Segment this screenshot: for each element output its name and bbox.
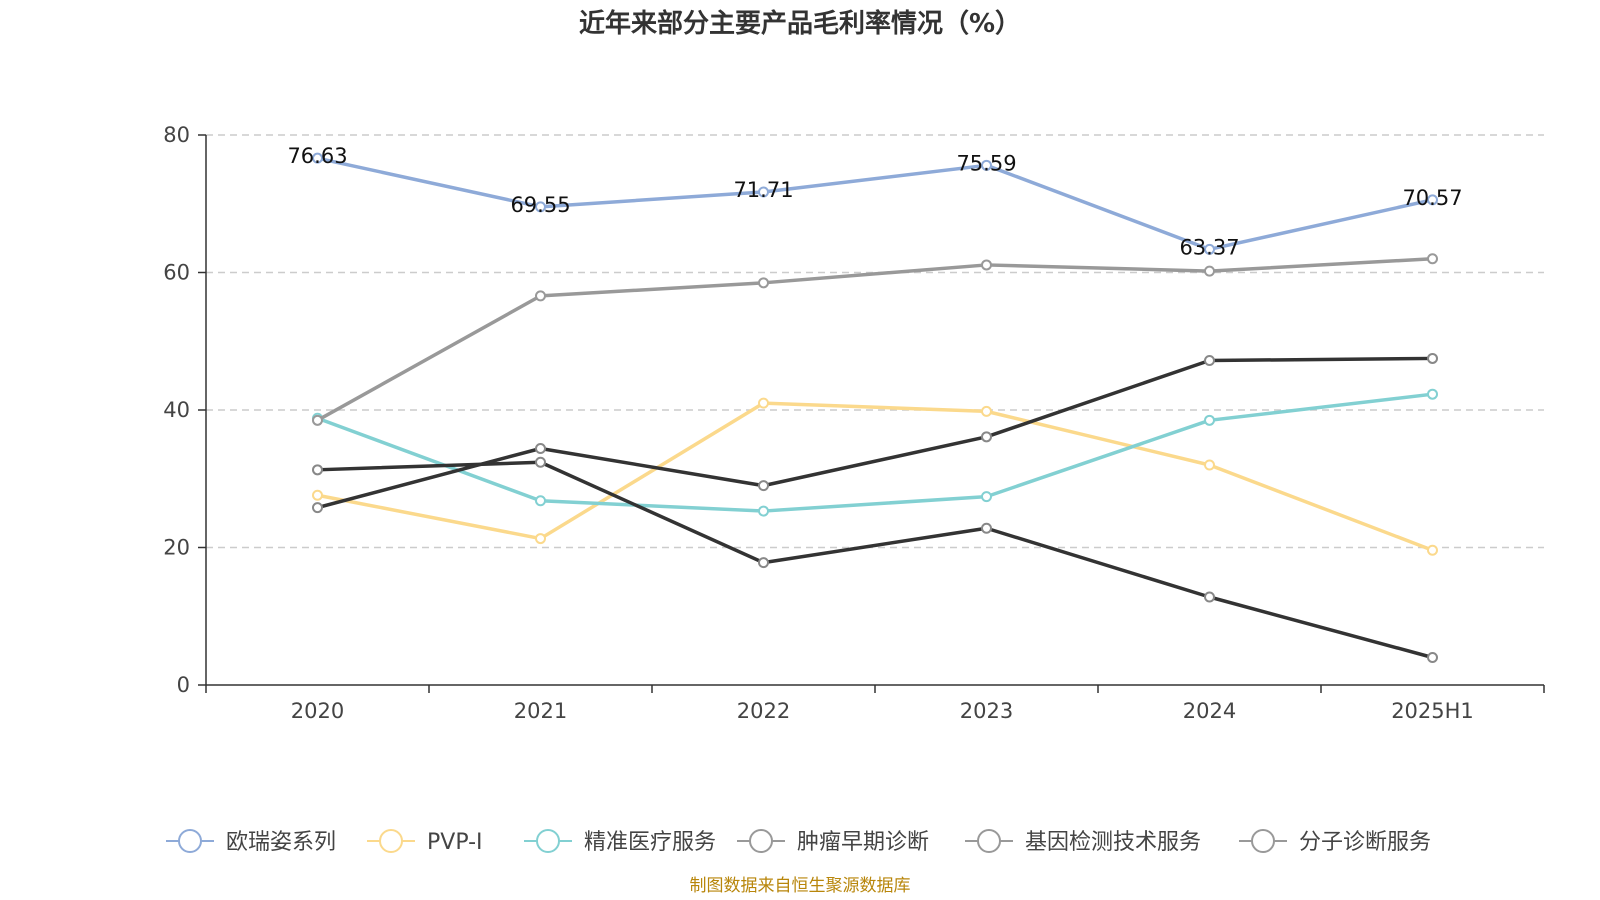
data-point bbox=[758, 277, 769, 289]
data-point bbox=[1427, 352, 1438, 364]
data-point bbox=[312, 489, 323, 501]
x-tick-label: 2024 bbox=[1183, 699, 1236, 723]
legend-item[interactable]: 肿瘤早期诊断 bbox=[737, 829, 929, 855]
data-point bbox=[1427, 388, 1438, 400]
data-point bbox=[535, 456, 546, 468]
data-label: 75.59 bbox=[956, 151, 1016, 175]
data-label: 76.63 bbox=[287, 144, 347, 168]
data-labels: 76.63 69.55 71.71 75.59 63.37 70.57 bbox=[287, 144, 1462, 259]
data-point bbox=[1427, 652, 1438, 663]
x-tick-label: 2025H1 bbox=[1391, 699, 1474, 723]
legend-marker bbox=[178, 829, 202, 853]
data-point bbox=[1204, 265, 1215, 277]
series-1 bbox=[312, 397, 1438, 556]
data-point bbox=[1427, 194, 1438, 206]
series-4 bbox=[312, 253, 1438, 426]
series-line bbox=[317, 401, 1434, 552]
data-label: 71.71 bbox=[733, 178, 793, 202]
legend-label: PVP-I bbox=[427, 830, 483, 855]
data-point bbox=[535, 533, 546, 545]
legend-label: 欧瑞姿系列 bbox=[226, 830, 336, 855]
data-point bbox=[981, 159, 992, 171]
data-point bbox=[1204, 414, 1215, 426]
legend-item[interactable]: 分子诊断服务 bbox=[1239, 829, 1431, 855]
data-point bbox=[312, 464, 323, 476]
series-5 bbox=[312, 352, 1438, 514]
data-point bbox=[1427, 544, 1438, 556]
data-point bbox=[1204, 459, 1215, 471]
data-point bbox=[981, 259, 992, 271]
y-tick-label: 60 bbox=[163, 261, 190, 285]
data-point bbox=[535, 290, 546, 302]
series-line bbox=[316, 392, 1433, 513]
data-point bbox=[758, 480, 769, 492]
series-3 bbox=[312, 456, 1438, 663]
legend[interactable]: 欧瑞姿系列 PVP-I 精准医疗服务 肿瘤早期诊断 基因检测技术服务 分子诊断服务 bbox=[166, 829, 1431, 855]
series-line bbox=[317, 356, 1433, 510]
legend-item[interactable]: 精准医疗服务 bbox=[524, 829, 716, 855]
data-point bbox=[312, 502, 323, 514]
data-point bbox=[1204, 591, 1215, 603]
data-point bbox=[535, 495, 546, 507]
y-tick-label: 40 bbox=[163, 398, 190, 422]
data-point bbox=[758, 505, 769, 517]
series-0 bbox=[312, 152, 1438, 255]
series-line bbox=[317, 156, 1433, 252]
source-note: 制图数据来自恒生聚源数据库 bbox=[690, 876, 911, 896]
y-tick-label: 80 bbox=[163, 123, 190, 147]
data-point bbox=[981, 522, 992, 534]
legend-marker bbox=[379, 829, 403, 853]
chart-title: 近年来部分主要产品毛利率情况（%） bbox=[579, 8, 1021, 39]
x-tick-label: 2022 bbox=[737, 699, 790, 723]
data-point bbox=[535, 201, 546, 213]
axes: 0 20 40 60 80 2020 2021 2022 2023 2024 2025H1 bbox=[163, 123, 1545, 723]
data-label: 70.57 bbox=[1402, 186, 1462, 210]
data-label: 63.37 bbox=[1179, 235, 1239, 259]
data-point bbox=[981, 405, 992, 417]
legend-item[interactable]: PVP-I bbox=[367, 829, 483, 855]
y-tick-label: 0 bbox=[177, 673, 190, 697]
series-lines bbox=[312, 152, 1438, 663]
legend-marker bbox=[1251, 829, 1275, 853]
data-point bbox=[758, 557, 769, 569]
legend-item[interactable]: 基因检测技术服务 bbox=[965, 829, 1201, 855]
legend-marker bbox=[977, 829, 1001, 853]
legend-label: 分子诊断服务 bbox=[1299, 830, 1431, 855]
series-line bbox=[317, 460, 1433, 660]
legend-item[interactable]: 欧瑞姿系列 bbox=[166, 829, 336, 855]
x-tick-label: 2023 bbox=[960, 699, 1013, 723]
x-tick-label: 2021 bbox=[514, 699, 567, 723]
grid-lines bbox=[206, 134, 1544, 549]
y-tick-label: 20 bbox=[163, 536, 190, 560]
series-line bbox=[316, 257, 1433, 422]
x-tick-label: 2020 bbox=[291, 699, 344, 723]
legend-marker bbox=[536, 829, 560, 853]
data-point bbox=[1204, 243, 1215, 255]
legend-marker bbox=[749, 829, 773, 853]
data-point bbox=[981, 491, 992, 503]
data-point bbox=[312, 152, 323, 164]
data-point bbox=[981, 431, 992, 443]
legend-label: 精准医疗服务 bbox=[584, 830, 716, 855]
data-point bbox=[312, 414, 323, 426]
data-label: 69.55 bbox=[510, 193, 570, 217]
data-point bbox=[1427, 253, 1438, 265]
data-point bbox=[758, 397, 769, 409]
data-point bbox=[1204, 355, 1215, 366]
data-point bbox=[758, 186, 769, 198]
legend-label: 肿瘤早期诊断 bbox=[797, 830, 929, 855]
data-point bbox=[535, 443, 546, 454]
legend-label: 基因检测技术服务 bbox=[1025, 830, 1201, 855]
